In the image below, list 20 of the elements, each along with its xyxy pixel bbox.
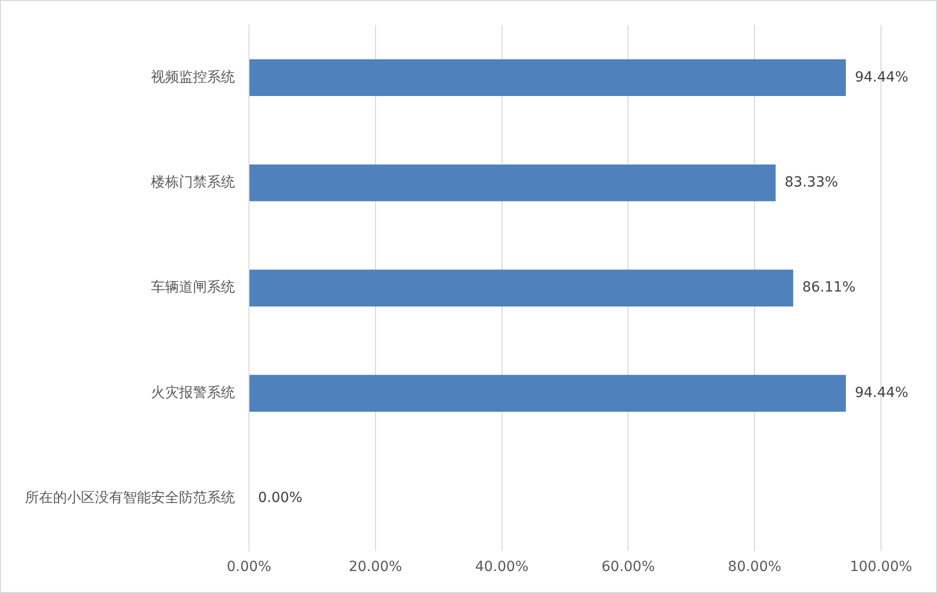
bar (250, 164, 776, 202)
bar (250, 59, 846, 96)
x-tick-label: 60.00% (602, 559, 655, 576)
bar (250, 374, 846, 412)
data-label: 94.44% (854, 69, 908, 86)
x-tick-label: 40.00% (475, 559, 528, 576)
y-tick-label: 所在的小区没有智能安全防范系统 (25, 490, 235, 506)
x-tick-label: 20.00% (348, 559, 402, 576)
data-label: 94.44% (854, 384, 908, 401)
y-tick-label: 视频监控系统 (151, 69, 235, 86)
data-label: 0.00% (258, 490, 302, 506)
x-tick-label: 80.00% (728, 559, 782, 576)
y-tick-label: 车辆道闸系统 (151, 280, 235, 296)
data-label: 86.11% (802, 280, 856, 296)
bar (250, 270, 794, 307)
x-tick-label: 0.00% (226, 559, 272, 576)
y-tick-label: 楼栋门禁系统 (151, 174, 235, 190)
x-tick-label: 100.00% (850, 559, 912, 576)
data-label: 83.33% (784, 174, 838, 190)
y-tick-label: 火灾报警系统 (151, 384, 235, 401)
